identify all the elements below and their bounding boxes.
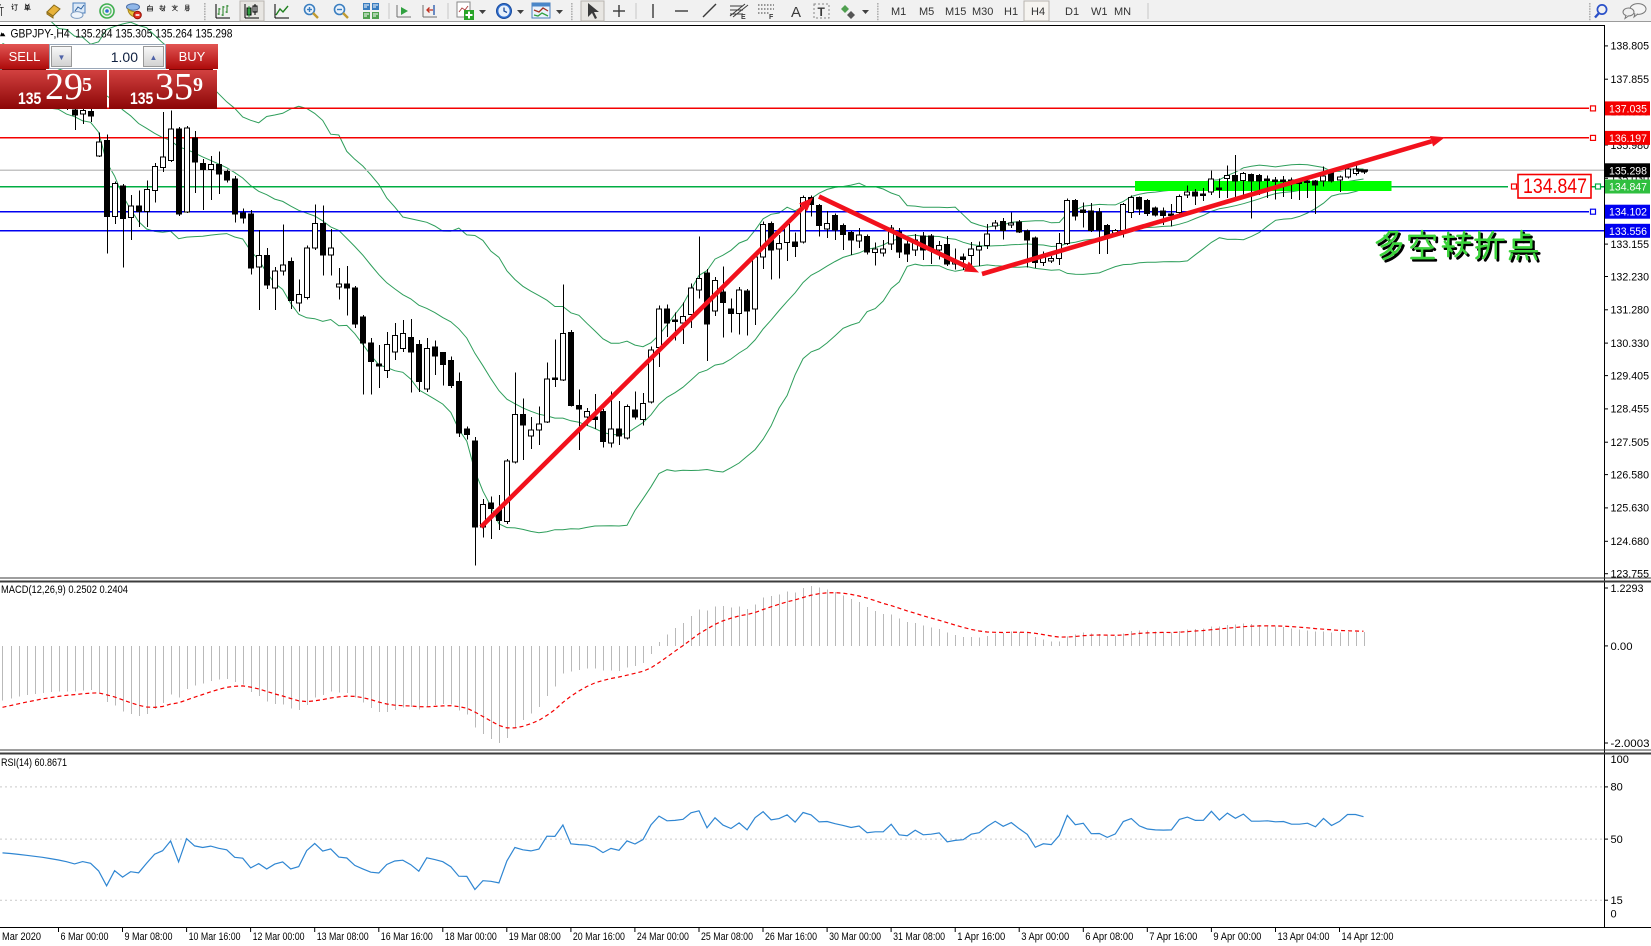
svg-text:15: 15 — [1611, 895, 1623, 907]
svg-text:A: A — [791, 4, 801, 21]
svg-text:-2.0003: -2.0003 — [1611, 738, 1650, 750]
svg-text:0: 0 — [1611, 909, 1617, 921]
svg-text:T: T — [818, 5, 826, 19]
svg-text:W1: W1 — [1091, 6, 1108, 18]
svg-text:18 Mar 00:00: 18 Mar 00:00 — [445, 931, 497, 943]
svg-text:26 Mar 16:00: 26 Mar 16:00 — [765, 931, 817, 943]
svg-text:D1: D1 — [1065, 6, 1079, 18]
svg-text:0.00: 0.00 — [1611, 641, 1633, 653]
svg-text:126.580: 126.580 — [1611, 469, 1650, 481]
svg-text:Mar 2020: Mar 2020 — [2, 931, 41, 943]
svg-text:31 Mar 08:00: 31 Mar 08:00 — [893, 931, 945, 943]
svg-text:M1: M1 — [891, 6, 906, 18]
svg-text:136.197: 136.197 — [1609, 133, 1647, 145]
svg-text:124.680: 124.680 — [1611, 536, 1650, 548]
svg-text:134.847: 134.847 — [1609, 182, 1647, 194]
svg-text:125.630: 125.630 — [1611, 503, 1650, 515]
svg-text:MACD(12,26,9) 0.2502 0.2404: MACD(12,26,9) 0.2502 0.2404 — [1, 584, 128, 596]
svg-text:6 Mar 00:00: 6 Mar 00:00 — [61, 931, 109, 943]
svg-text:133.556: 133.556 — [1609, 226, 1647, 238]
svg-text:16 Mar 16:00: 16 Mar 16:00 — [381, 931, 433, 943]
svg-text:13 Mar 08:00: 13 Mar 08:00 — [317, 931, 369, 943]
svg-text:133.155: 133.155 — [1611, 239, 1650, 251]
svg-text:E: E — [741, 14, 746, 21]
svg-text:10 Mar 16:00: 10 Mar 16:00 — [189, 931, 241, 943]
svg-text:123.755: 123.755 — [1611, 569, 1650, 581]
svg-text:135.298: 135.298 — [1609, 165, 1647, 177]
svg-text:F: F — [769, 14, 774, 21]
svg-text:M30: M30 — [972, 6, 993, 18]
svg-text:H1: H1 — [1004, 6, 1018, 18]
svg-text:50: 50 — [1611, 834, 1623, 846]
svg-text:24 Mar 00:00: 24 Mar 00:00 — [637, 931, 689, 943]
svg-text:20 Mar 16:00: 20 Mar 16:00 — [573, 931, 625, 943]
svg-text:12 Mar 00:00: 12 Mar 00:00 — [253, 931, 305, 943]
svg-text:130.330: 130.330 — [1611, 338, 1650, 350]
svg-text:25 Mar 08:00: 25 Mar 08:00 — [701, 931, 753, 943]
svg-text:80: 80 — [1611, 782, 1623, 794]
svg-text:M15: M15 — [945, 6, 966, 18]
svg-text:137.035: 137.035 — [1609, 103, 1647, 115]
svg-text:30 Mar 00:00: 30 Mar 00:00 — [829, 931, 881, 943]
svg-text:131.280: 131.280 — [1611, 305, 1650, 317]
svg-text:9 Mar 08:00: 9 Mar 08:00 — [125, 931, 173, 943]
svg-text:H4: H4 — [1031, 6, 1045, 18]
svg-text:127.505: 127.505 — [1611, 437, 1650, 449]
svg-text:9 Apr 00:00: 9 Apr 00:00 — [1213, 931, 1261, 943]
svg-text:134.102: 134.102 — [1609, 207, 1647, 219]
svg-text:6 Apr 08:00: 6 Apr 08:00 — [1085, 931, 1133, 943]
svg-text:138.805: 138.805 — [1611, 41, 1650, 53]
svg-text:RSI(14) 60.8671: RSI(14) 60.8671 — [1, 757, 67, 769]
svg-text:132.230: 132.230 — [1611, 271, 1650, 283]
svg-text:7 Apr 16:00: 7 Apr 16:00 — [1149, 931, 1197, 943]
svg-text:128.455: 128.455 — [1611, 404, 1650, 416]
svg-text:1.2293: 1.2293 — [1611, 583, 1644, 595]
svg-text:13 Apr 04:00: 13 Apr 04:00 — [1278, 931, 1330, 943]
svg-text:1 Apr 16:00: 1 Apr 16:00 — [957, 931, 1005, 943]
svg-text:3 Apr 00:00: 3 Apr 00:00 — [1021, 931, 1069, 943]
svg-text:129.405: 129.405 — [1611, 370, 1650, 382]
svg-text:MN: MN — [1114, 6, 1131, 18]
svg-text:14 Apr 12:00: 14 Apr 12:00 — [1342, 931, 1394, 943]
svg-text:19 Mar 08:00: 19 Mar 08:00 — [509, 931, 561, 943]
svg-text:GBPJPY-,H4 135.284 135.305 13: GBPJPY-,H4 135.284 135.305 135.264 135.2… — [11, 27, 233, 41]
svg-text:M5: M5 — [919, 6, 934, 18]
svg-text:137.855: 137.855 — [1611, 74, 1650, 86]
svg-text:134.847: 134.847 — [1523, 175, 1587, 198]
svg-text:100: 100 — [1611, 754, 1629, 766]
